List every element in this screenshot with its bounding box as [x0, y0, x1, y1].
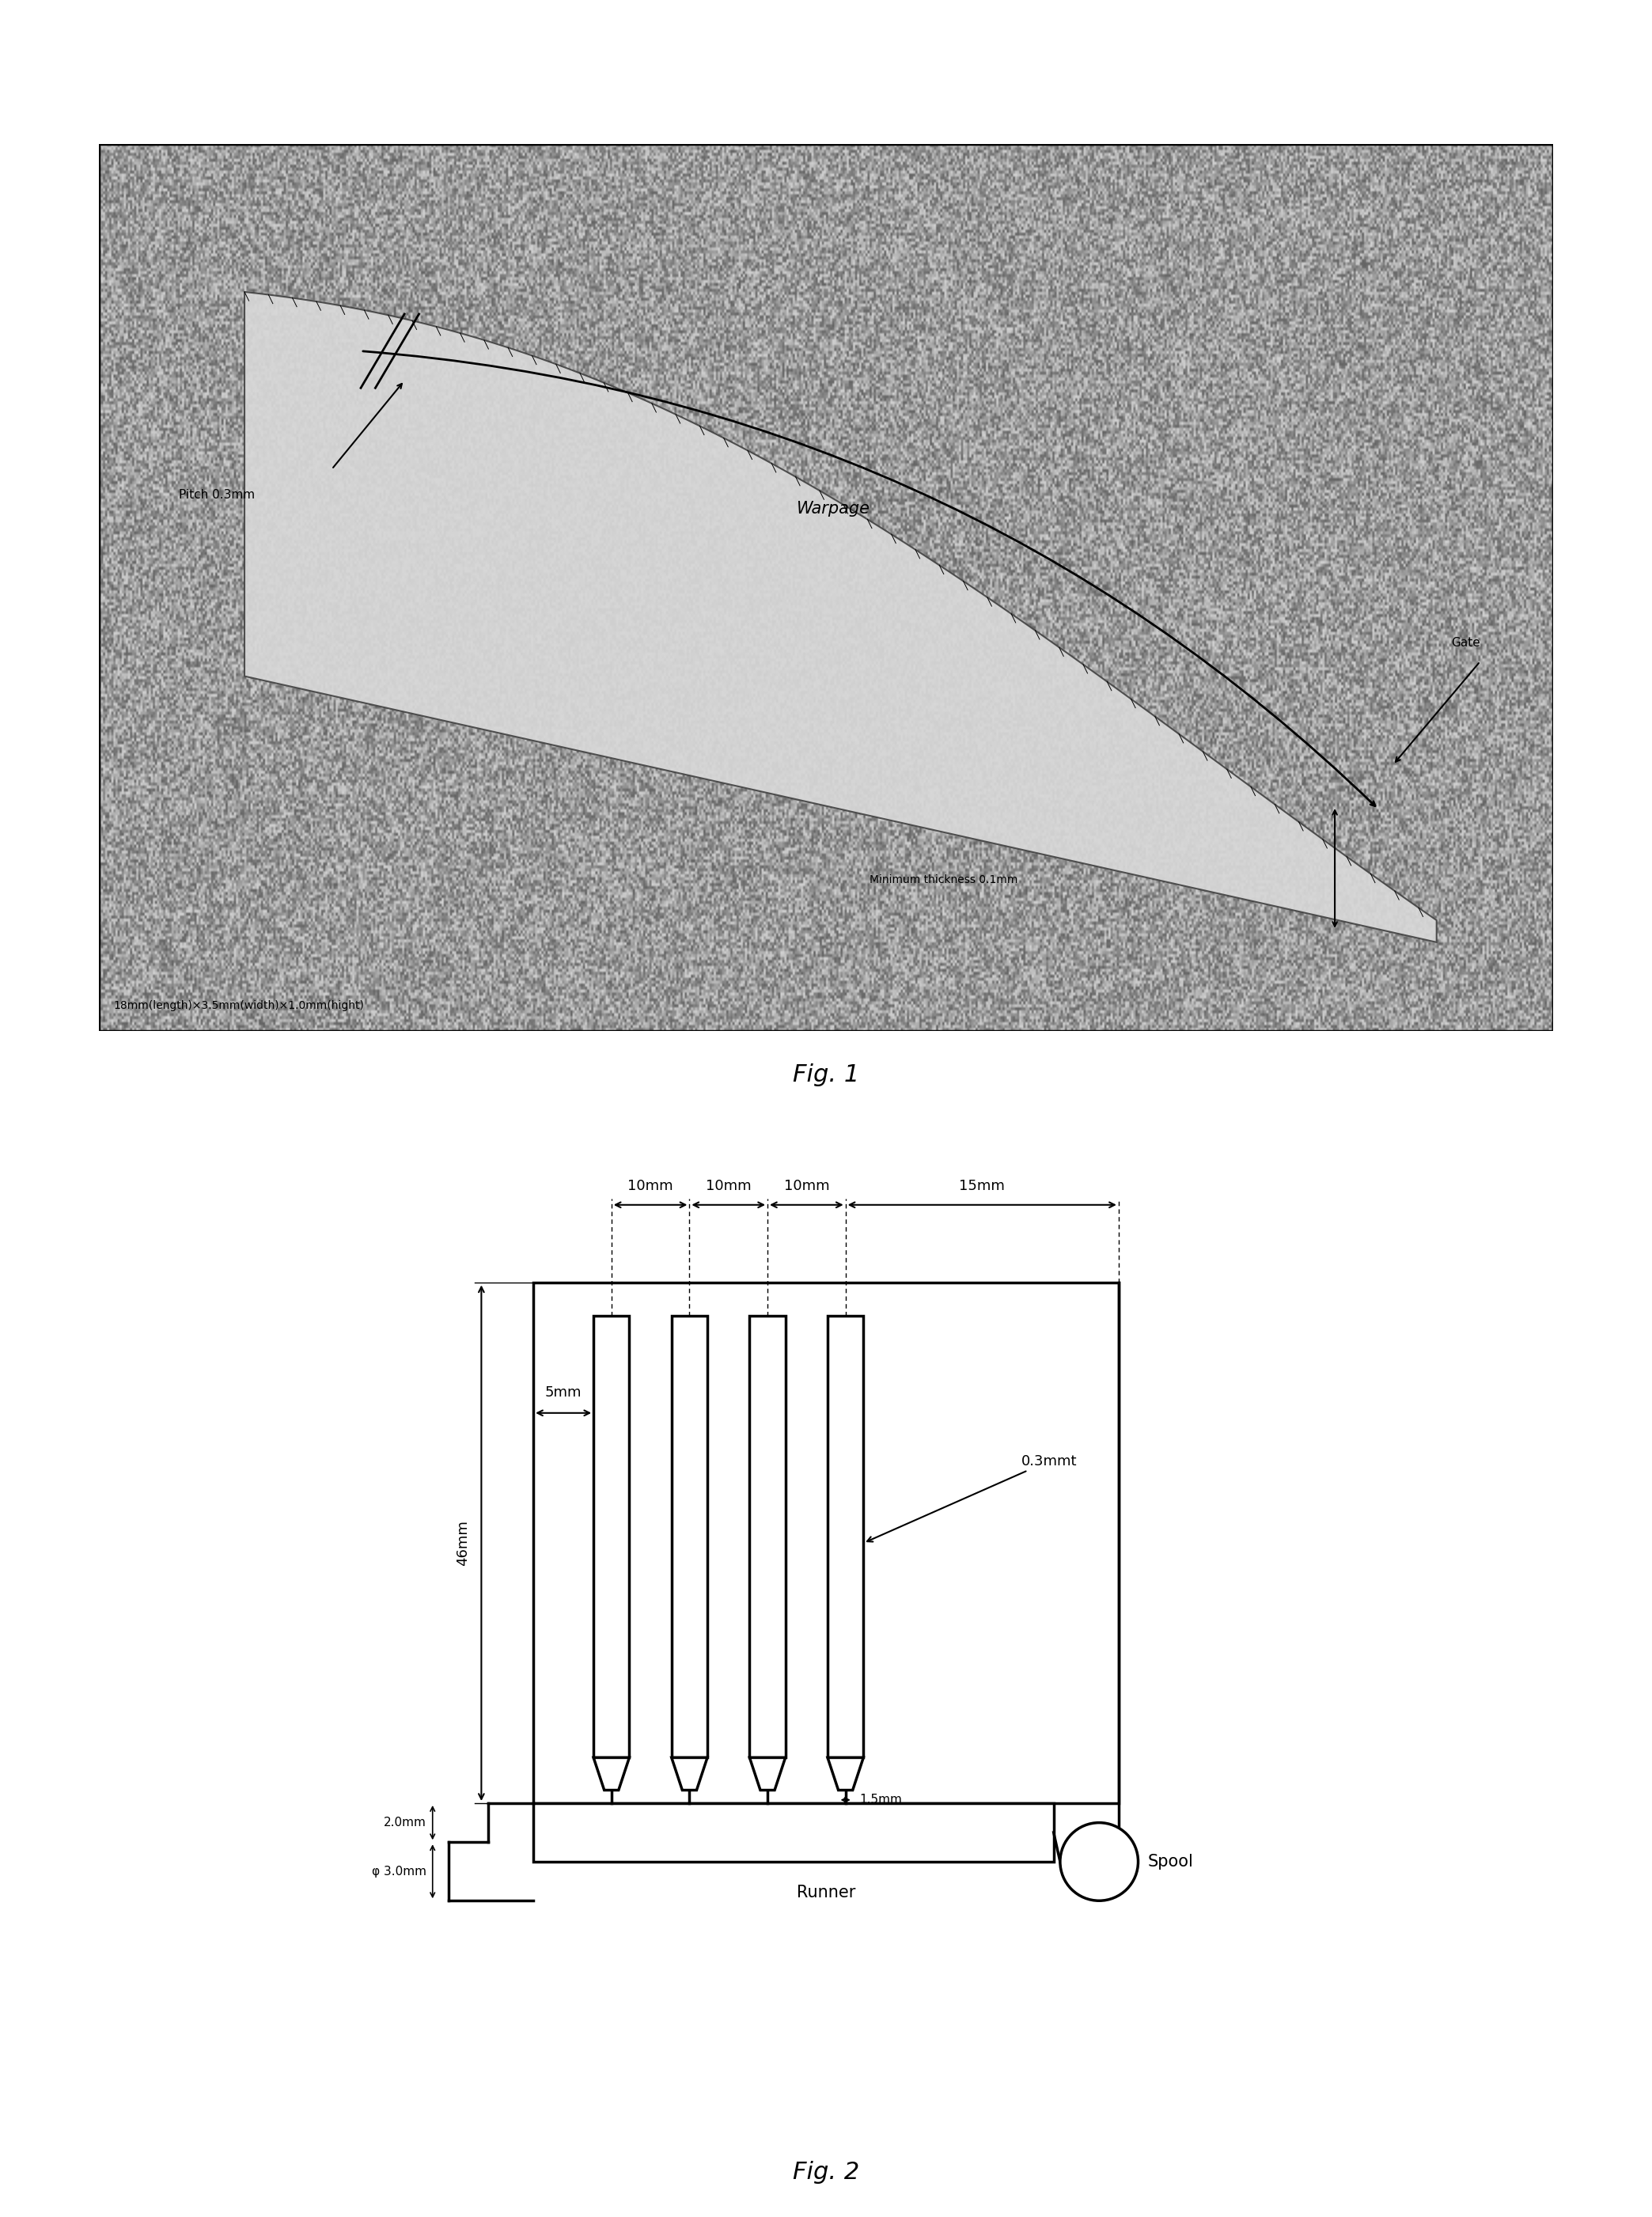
Bar	[672, 1315, 707, 1758]
Polygon shape	[244, 293, 1437, 942]
Text: Pitch 0.3mm: Pitch 0.3mm	[178, 490, 254, 501]
Text: 15mm: 15mm	[960, 1179, 1004, 1193]
Polygon shape	[828, 1758, 864, 1789]
Text: Runner: Runner	[796, 1884, 856, 1900]
Text: Warpage: Warpage	[796, 501, 871, 517]
Text: Fig. 1: Fig. 1	[793, 1064, 859, 1086]
Text: 5mm: 5mm	[545, 1386, 582, 1399]
Text: Minimum thickness 0.1mm: Minimum thickness 0.1mm	[869, 873, 1018, 885]
Circle shape	[1061, 1822, 1138, 1900]
Text: 2.0mm: 2.0mm	[383, 1816, 426, 1829]
Polygon shape	[750, 1758, 785, 1789]
Text: 46mm: 46mm	[456, 1521, 469, 1565]
Text: 10mm: 10mm	[628, 1179, 674, 1193]
Polygon shape	[593, 1758, 629, 1789]
Text: 18mm(length)×3.5mm(width)×1.0mm(hight): 18mm(length)×3.5mm(width)×1.0mm(hight)	[114, 1000, 365, 1011]
Polygon shape	[672, 1758, 707, 1789]
Bar	[593, 1315, 629, 1758]
Text: 0.3mmt: 0.3mmt	[867, 1454, 1077, 1541]
Text: Gate: Gate	[1450, 636, 1480, 650]
Text: 10mm: 10mm	[783, 1179, 829, 1193]
Bar	[534, 1802, 1054, 1862]
Bar	[750, 1315, 785, 1758]
Text: 1.5mm: 1.5mm	[859, 1794, 902, 1807]
Bar	[534, 1284, 1118, 1802]
Text: Spool: Spool	[1148, 1853, 1194, 1869]
Text: Fig. 2: Fig. 2	[793, 2162, 859, 2184]
Text: φ 3.0mm: φ 3.0mm	[372, 1864, 426, 1878]
Bar	[828, 1315, 864, 1758]
Text: 10mm: 10mm	[705, 1179, 752, 1193]
